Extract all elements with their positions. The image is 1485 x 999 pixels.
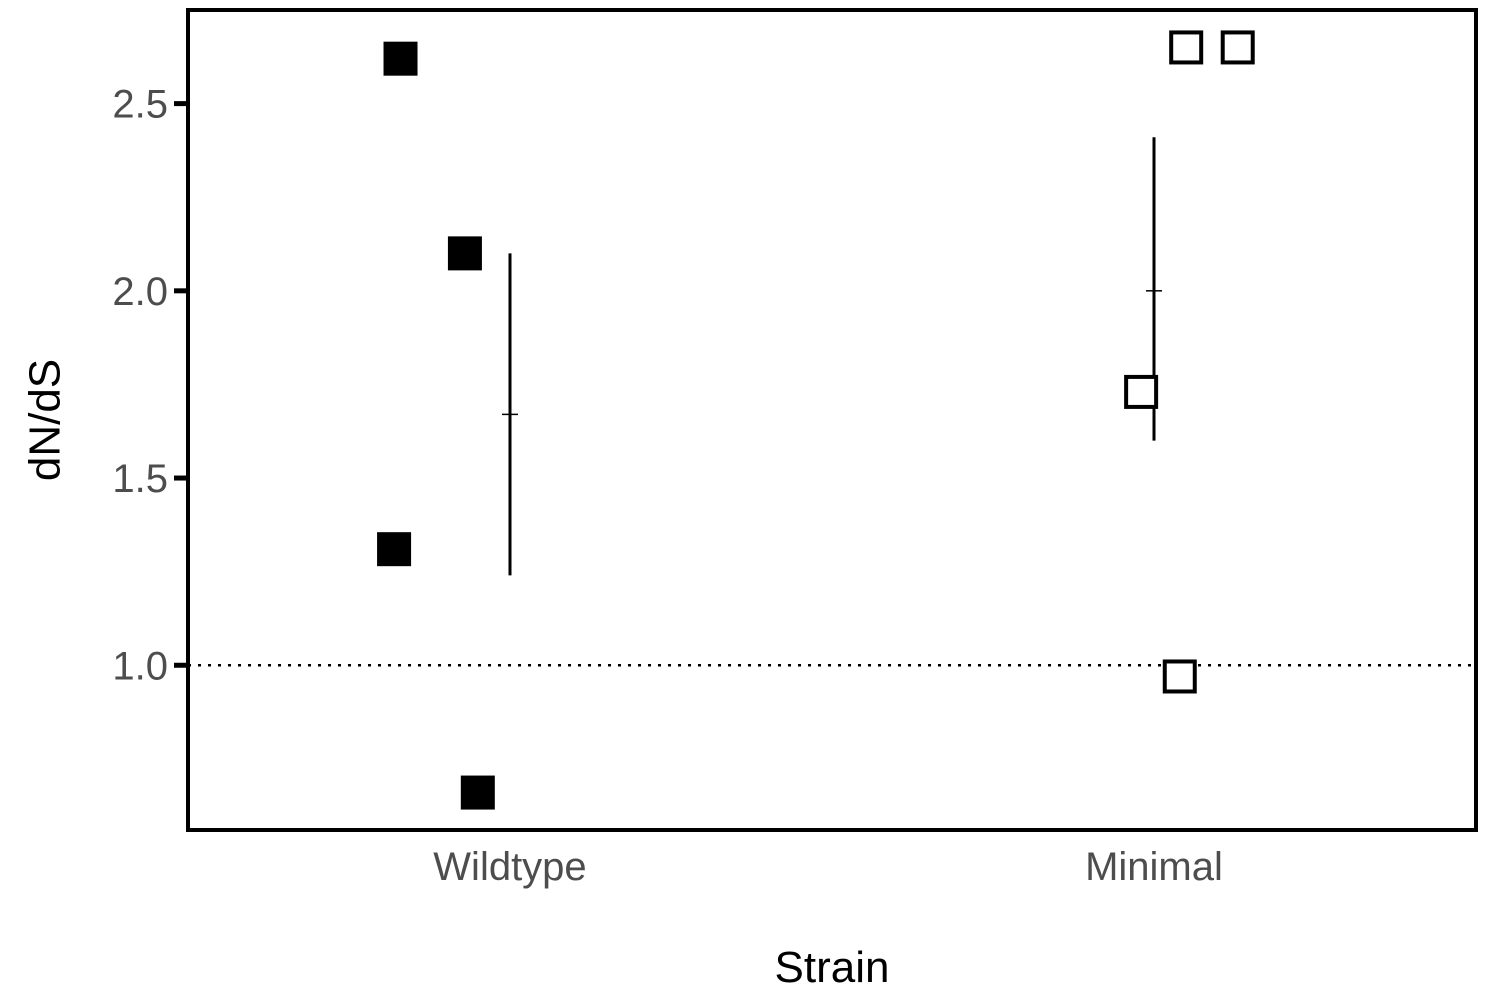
data-point <box>1220 30 1255 65</box>
data-marks <box>377 30 1255 810</box>
data-point <box>460 775 495 810</box>
y-tick-label: 2.0 <box>112 270 168 314</box>
x-tick-label: Minimal <box>1085 845 1223 889</box>
data-point <box>377 532 412 567</box>
y-axis: 1.0 1.5 2.0 2.5 <box>112 83 188 688</box>
y-axis-title: dN/dS <box>20 359 69 481</box>
data-point <box>1124 374 1159 409</box>
x-axis: Wildtype Minimal <box>433 845 1223 889</box>
x-axis-title: Strain <box>775 943 890 992</box>
data-point <box>1169 30 1204 65</box>
y-tick-label: 1.0 <box>112 644 168 688</box>
data-point <box>1162 659 1197 694</box>
plot-panel <box>186 8 1478 832</box>
y-tick-label: 1.5 <box>112 457 168 501</box>
y-tick-label: 2.5 <box>112 83 168 127</box>
data-point <box>447 236 482 271</box>
x-tick-label: Wildtype <box>433 845 586 889</box>
data-point <box>383 41 418 76</box>
